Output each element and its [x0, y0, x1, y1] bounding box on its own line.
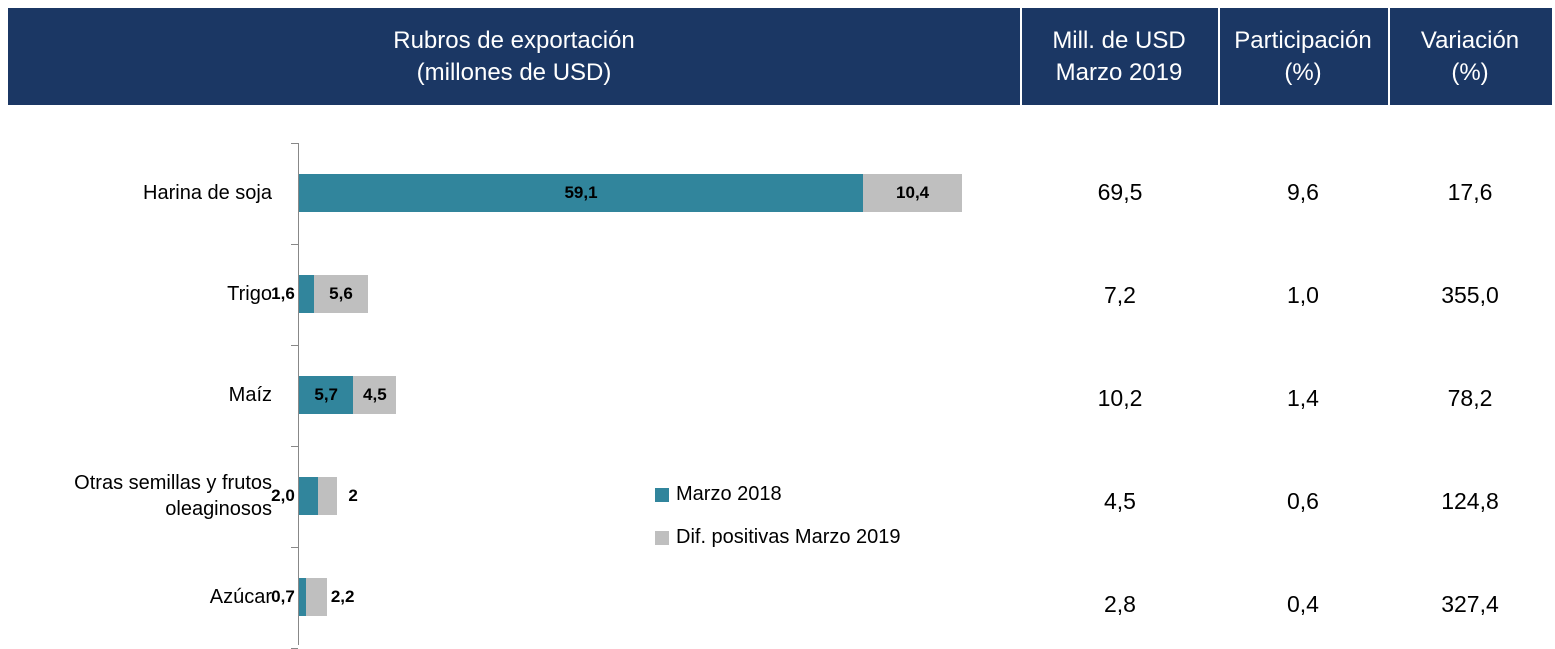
category-label: Maíz [228, 384, 272, 406]
header-divider [1020, 8, 1022, 105]
bar [305, 578, 327, 616]
header-text: Participación [1234, 26, 1372, 54]
data-label: 4,5 [363, 385, 387, 404]
table-cell: 78,2 [1447, 385, 1493, 411]
data-label: 2 [348, 486, 358, 505]
axis-tick [291, 547, 298, 548]
data-label: 0,7 [271, 587, 295, 606]
data-label: 1,6 [271, 284, 295, 303]
data-label: 10,4 [896, 183, 930, 202]
legend-label: Marzo 2018 [676, 483, 782, 505]
header-cell: Rubros de exportación (millones de USD) [8, 8, 1020, 105]
header-text: Marzo 2019 [1055, 58, 1183, 86]
header-divider [1388, 8, 1390, 105]
header-text: (millones de USD) [416, 58, 612, 86]
bar [862, 174, 963, 212]
category-label: Harina de soja [143, 182, 272, 204]
table-cell: 10,2 [1097, 385, 1143, 411]
data-label: 59,1 [564, 183, 598, 202]
legend-swatch [655, 488, 669, 502]
bar [353, 376, 397, 414]
category-label: Otras semillas y frutos oleaginosos [74, 472, 272, 520]
table-cell: 0,6 [1287, 488, 1319, 514]
table-cell: 4,5 [1104, 488, 1136, 514]
bar [299, 376, 354, 414]
table-cell: 9,6 [1287, 179, 1319, 205]
bar [314, 275, 368, 313]
bar [318, 477, 338, 515]
data-label: 2,2 [330, 587, 355, 606]
table-cell: 124,8 [1441, 488, 1499, 514]
table-cell: 1,4 [1287, 385, 1319, 411]
bar [299, 174, 863, 212]
axis-tick [291, 143, 298, 144]
header-cell: Variación (%) [1388, 8, 1552, 105]
legend-swatch [655, 531, 669, 545]
header-text: (%) [1284, 58, 1322, 86]
axis-tick [291, 244, 298, 245]
table-cell: 69,5 [1097, 179, 1143, 205]
header-cell: Mill. de USD Marzo 2019 [1020, 8, 1218, 105]
data-label: 5,7 [314, 385, 338, 404]
table-cell: 7,2 [1104, 282, 1136, 308]
table-cell: 17,6 [1447, 179, 1493, 205]
data-label: 2,0 [271, 486, 295, 505]
table-cell: 0,4 [1287, 591, 1319, 617]
header-text: Mill. de USD [1052, 26, 1186, 54]
table-cell: 2,8 [1104, 591, 1136, 617]
table-cell: 355,0 [1441, 282, 1499, 308]
table-cell: 1,0 [1287, 282, 1319, 308]
header-text: Rubros de exportación [393, 26, 635, 54]
bar [299, 477, 319, 515]
legend-label: Dif. positivas Marzo 2019 [676, 526, 901, 548]
header-divider [1218, 8, 1220, 105]
axis-tick [291, 345, 298, 346]
header-cell: Participación (%) [1218, 8, 1388, 105]
header-bar [8, 8, 1552, 105]
header-text: (%) [1451, 58, 1489, 86]
table-cell: 327,4 [1441, 591, 1499, 617]
bar [299, 275, 315, 313]
category-label: Trigo [227, 283, 272, 305]
header-text: Variación [1420, 26, 1520, 54]
data-label: 5,6 [329, 284, 353, 303]
axis-line [298, 143, 299, 645]
bar [299, 578, 306, 616]
category-label: Azúcar [209, 586, 272, 608]
axis-tick [291, 446, 298, 447]
